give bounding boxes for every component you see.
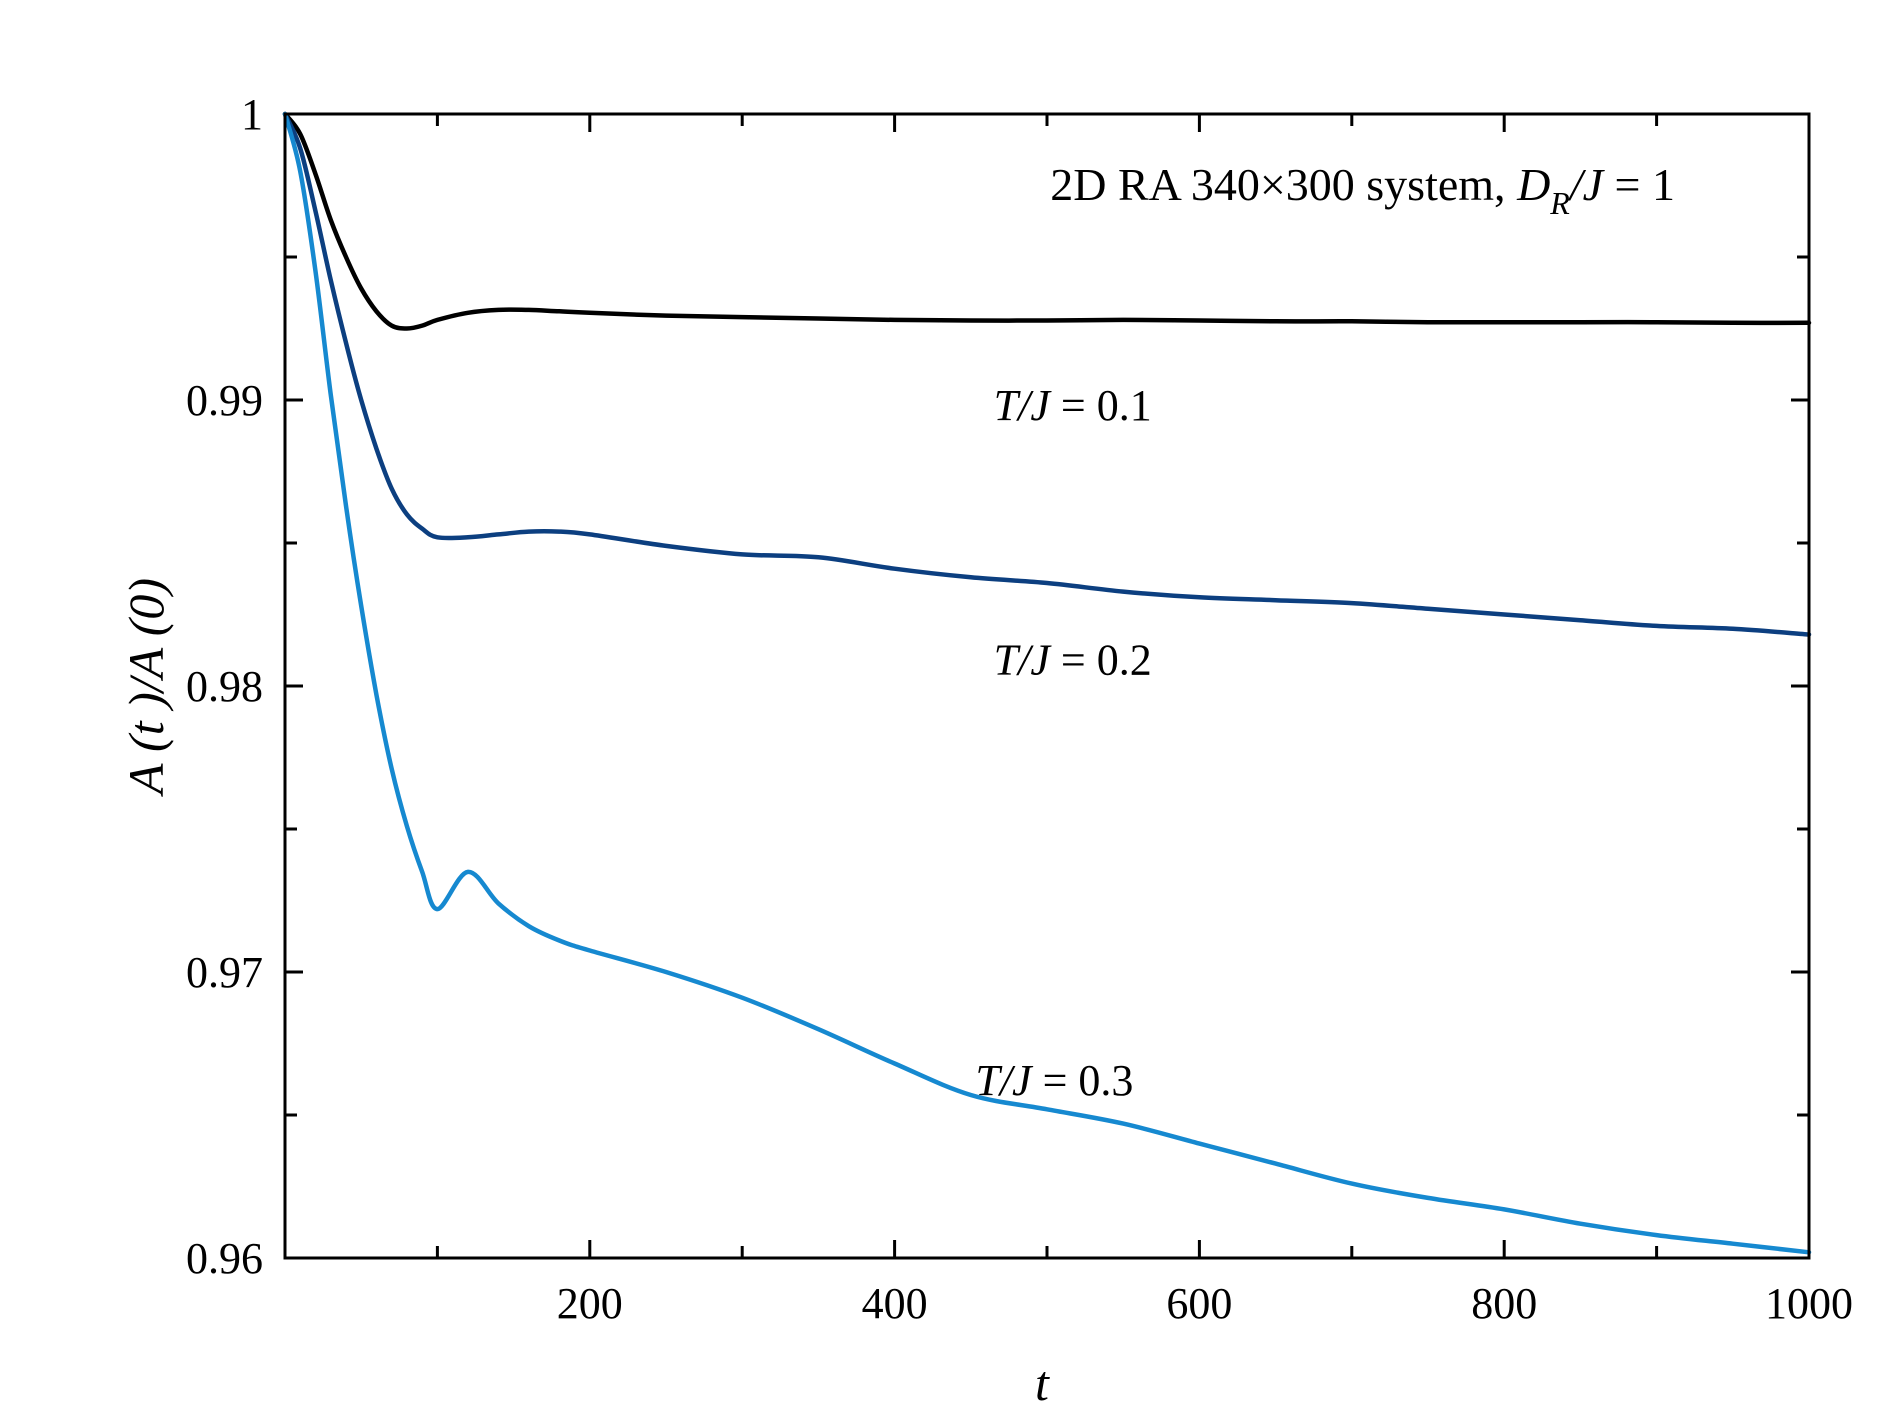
tick-labels-layer: 200 400 600 800 1000 0.96 0.97 0.98 0.99 1 xyxy=(186,90,1853,1328)
annotation-suffix: = 1 xyxy=(1603,159,1675,210)
x-tick-label: 1000 xyxy=(1765,1279,1853,1328)
x-tick-label: 600 xyxy=(1166,1279,1232,1328)
plot-frame xyxy=(283,112,1811,1260)
series-label-1: T/J = 0.1 xyxy=(994,381,1152,430)
x-tick-label: 200 xyxy=(557,1279,623,1328)
series-label-var: T/J xyxy=(975,1056,1034,1105)
y-tick-label: 0.96 xyxy=(186,1234,263,1283)
y-tick-label: 0.97 xyxy=(186,948,263,997)
annotation-sub: R xyxy=(1549,185,1570,221)
y-axis-title: A (t )/A (0) xyxy=(118,578,174,797)
annotation-title: 2D RA 340×300 system, DR/J = 1 xyxy=(1050,159,1675,221)
curve-labels-layer: T/J = 0.1T/J = 0.2T/J = 0.3 xyxy=(975,381,1151,1105)
series-label-value: = 0.3 xyxy=(1032,1056,1134,1105)
series-line-3 xyxy=(282,111,1812,1255)
x-tick-label: 800 xyxy=(1471,1279,1537,1328)
x-tick-label: 400 xyxy=(862,1279,928,1328)
series-label-value: = 0.1 xyxy=(1050,381,1152,430)
series-label-var: T/J xyxy=(994,381,1053,430)
series-label-3: T/J = 0.3 xyxy=(975,1056,1133,1105)
series-label-var: T/J xyxy=(994,636,1053,685)
curves-layer xyxy=(282,111,1812,1255)
y-tick-label: 1 xyxy=(241,90,263,139)
annotation-var: D xyxy=(1516,159,1550,210)
series-label-2: T/J = 0.2 xyxy=(994,636,1152,685)
x-axis-title: t xyxy=(1035,1355,1050,1411)
annotation-prefix: 2D RA 340×300 system, xyxy=(1050,159,1517,210)
series-line-1 xyxy=(282,111,1812,331)
series-label-value: = 0.2 xyxy=(1050,636,1152,685)
y-tick-label: 0.98 xyxy=(186,662,263,711)
y-tick-label: 0.99 xyxy=(186,376,263,425)
annotation-mid: /J xyxy=(1567,159,1606,210)
series-line-2 xyxy=(282,111,1812,637)
